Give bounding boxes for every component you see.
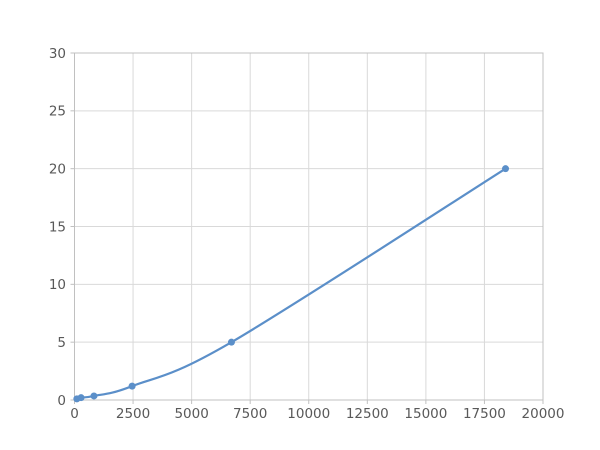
y-axis-tick-label: 25 (49, 104, 66, 120)
x-axis-tick-label: 0 (70, 406, 79, 422)
data-point-marker (128, 382, 136, 390)
x-axis-tick-label: 20000 (522, 406, 565, 422)
x-axis-tick-label: 10000 (287, 406, 330, 422)
x-axis-tick-label: 15000 (404, 406, 447, 422)
y-axis-tick-label: 15 (49, 219, 66, 235)
y-axis-tick-label: 5 (57, 335, 66, 351)
y-axis-tick-label: 10 (49, 277, 66, 293)
data-point-marker (227, 338, 235, 346)
x-axis-tick-label: 12500 (346, 406, 389, 422)
x-axis-tick-label: 5000 (174, 406, 208, 422)
y-axis-tick-label: 0 (57, 393, 66, 409)
x-axis-tick-label: 7500 (233, 406, 267, 422)
y-axis-tick-label: 20 (49, 161, 66, 177)
x-axis-tick-label: 17500 (463, 406, 506, 422)
data-point-marker (77, 394, 85, 402)
y-axis-tick-label: 30 (49, 46, 66, 62)
data-point-marker (90, 392, 98, 400)
data-point-marker (502, 165, 510, 173)
x-axis-tick-label: 2500 (116, 406, 150, 422)
